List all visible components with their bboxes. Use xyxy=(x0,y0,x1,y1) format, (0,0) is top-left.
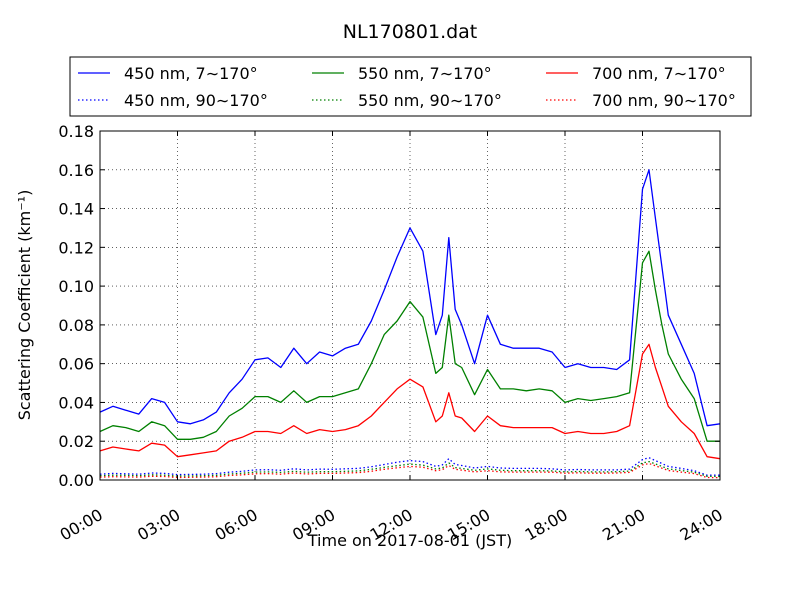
x-tick-label: 18:00 xyxy=(522,505,571,545)
y-tick-label: 0.06 xyxy=(58,355,94,374)
legend-label-2: 700 nm, 7∼170° xyxy=(592,64,726,83)
legend-box xyxy=(69,56,752,117)
series-line-1 xyxy=(99,250,720,442)
y-tick-label: 0.04 xyxy=(58,393,94,412)
series-line-4 xyxy=(99,460,721,478)
x-tick-label: 03:00 xyxy=(134,505,183,545)
series-line-3 xyxy=(99,457,720,476)
y-tick-label: 0.16 xyxy=(58,161,94,180)
x-axis-label: Time on 2017-08-01 (JST) xyxy=(307,531,512,550)
legend-label-1: 550 nm, 7∼170° xyxy=(358,64,492,83)
x-tick-label: 06:00 xyxy=(212,505,261,545)
chart-title: NL170801.dat xyxy=(343,21,478,43)
y-tick-label: 0.12 xyxy=(58,238,94,257)
x-tick-label: 21:00 xyxy=(599,505,648,545)
series-line-2 xyxy=(99,343,721,460)
legend-label-3: 450 nm, 90∼170° xyxy=(124,91,268,110)
series-line-5 xyxy=(99,462,721,479)
legend-label-4: 550 nm, 90∼170° xyxy=(358,91,502,110)
y-tick-label: 0.14 xyxy=(58,200,94,219)
axis-ticks: 0.00 0.02 0.04 0.06 0.08 0.10 0.12 0.14 0.16 0.18… xyxy=(57,122,726,545)
x-tick-label: 24:00 xyxy=(677,505,726,545)
y-axis-label: Scattering Coefficient (km⁻¹) xyxy=(15,190,34,421)
y-tick-label: 0.10 xyxy=(58,277,94,296)
y-tick-label: 0.18 xyxy=(58,122,94,141)
legend: 450 nm, 7∼170° 450 nm, 90∼170° 550 nm, 7∼1… xyxy=(69,56,752,117)
y-tick-label: 0.00 xyxy=(58,471,94,490)
legend-label-5: 700 nm, 90∼170° xyxy=(592,91,736,110)
y-tick-label: 0.02 xyxy=(58,432,94,451)
series-line-0 xyxy=(99,169,721,427)
grid xyxy=(100,131,720,480)
legend-label-0: 450 nm, 7∼170° xyxy=(124,64,258,83)
x-tick-label: 00:00 xyxy=(57,505,106,545)
y-tick-label: 0.08 xyxy=(58,316,94,335)
series-lines xyxy=(99,169,721,479)
